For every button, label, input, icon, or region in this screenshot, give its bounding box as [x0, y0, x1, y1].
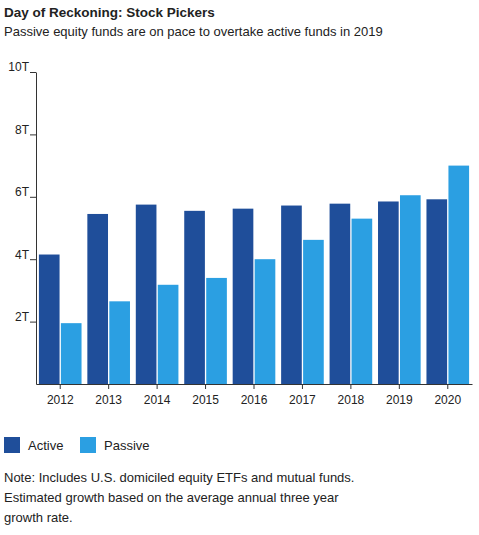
x-tick-label: 2014: [144, 393, 171, 407]
x-tick-label: 2019: [386, 393, 413, 407]
x-tick-mark: [302, 384, 303, 389]
y-tick-label: 4T: [15, 248, 30, 262]
x-tick: 2017: [289, 384, 316, 407]
y-tick-mark: [30, 197, 36, 198]
y-tick-label: 10T: [8, 60, 29, 74]
x-tick-label: 2020: [434, 393, 461, 407]
bar: [87, 214, 108, 384]
y-axis: 2T 4T 6T 8T 10T: [8, 60, 36, 384]
x-tick-mark: [447, 384, 448, 389]
x-tick-label: 2013: [95, 393, 122, 407]
x-tick-mark: [108, 384, 109, 389]
bars: [39, 166, 469, 384]
bar: [303, 240, 324, 384]
y-tick: 4T: [15, 248, 36, 262]
y-tick: 8T: [15, 123, 36, 137]
legend-label: Active: [28, 438, 63, 453]
y-tick-mark: [30, 322, 36, 323]
bar: [109, 301, 130, 384]
bar: [255, 259, 276, 384]
chart: Day of Reckoning: Stock Pickers Passive e…: [0, 0, 479, 535]
legend-item: Passive: [80, 437, 150, 453]
y-axis-line: [36, 73, 37, 385]
y-tick-mark: [30, 72, 36, 73]
note: growth rate.: [4, 510, 73, 525]
bar: [158, 285, 179, 384]
x-tick: 2015: [192, 384, 219, 407]
bar: [330, 204, 351, 384]
y-tick: 10T: [8, 60, 36, 74]
bar-series: [39, 199, 447, 384]
x-tick-mark: [399, 384, 400, 389]
legend: Active Passive: [4, 437, 150, 453]
bar: [61, 323, 82, 384]
bar: [233, 209, 254, 384]
x-axis: 2012 2013 2014 2015 2016 2017 2018 2019 2020: [37, 384, 473, 407]
legend-swatch: [4, 437, 20, 453]
x-tick-label: 2016: [241, 393, 268, 407]
y-tick-mark: [30, 134, 36, 135]
x-tick-mark: [254, 384, 255, 389]
legend-item: Active: [4, 437, 63, 453]
bar: [352, 219, 373, 384]
bar-series: [61, 166, 469, 384]
y-tick-mark: [30, 259, 36, 260]
legend-label: Passive: [104, 438, 150, 453]
bar: [206, 278, 227, 384]
x-tick: 2018: [338, 384, 365, 407]
title: Day of Reckoning: Stock Pickers: [4, 5, 215, 20]
y-tick: 6T: [15, 185, 36, 199]
bar: [184, 211, 205, 384]
subtitle: Passive equity funds are on pace to over…: [4, 24, 383, 39]
x-tick-mark: [350, 384, 351, 389]
bar: [400, 195, 421, 384]
bar: [281, 206, 302, 384]
y-tick-label: 8T: [15, 123, 30, 137]
x-tick: 2019: [386, 384, 413, 407]
bar: [448, 166, 469, 384]
x-tick-mark: [157, 384, 158, 389]
bar: [426, 199, 447, 384]
note: Estimated growth based on the average an…: [4, 490, 339, 505]
x-tick-mark: [205, 384, 206, 389]
x-tick: 2020: [434, 384, 461, 407]
x-tick: 2014: [144, 384, 171, 407]
x-tick: 2016: [241, 384, 268, 407]
note: Note: Includes U.S. domiciled equity ETF…: [4, 470, 354, 485]
y-tick-label: 2T: [15, 310, 30, 324]
y-tick: 2T: [15, 310, 36, 324]
x-tick-mark: [60, 384, 61, 389]
x-tick-label: 2015: [192, 393, 219, 407]
x-tick-label: 2017: [289, 393, 316, 407]
bar: [136, 205, 157, 384]
y-tick-label: 6T: [15, 185, 30, 199]
bar: [39, 255, 60, 384]
bar: [378, 201, 399, 384]
x-tick-label: 2018: [338, 393, 365, 407]
x-tick-label: 2012: [47, 393, 74, 407]
legend-swatch: [80, 437, 96, 453]
x-tick: 2013: [95, 384, 122, 407]
x-tick: 2012: [47, 384, 74, 407]
